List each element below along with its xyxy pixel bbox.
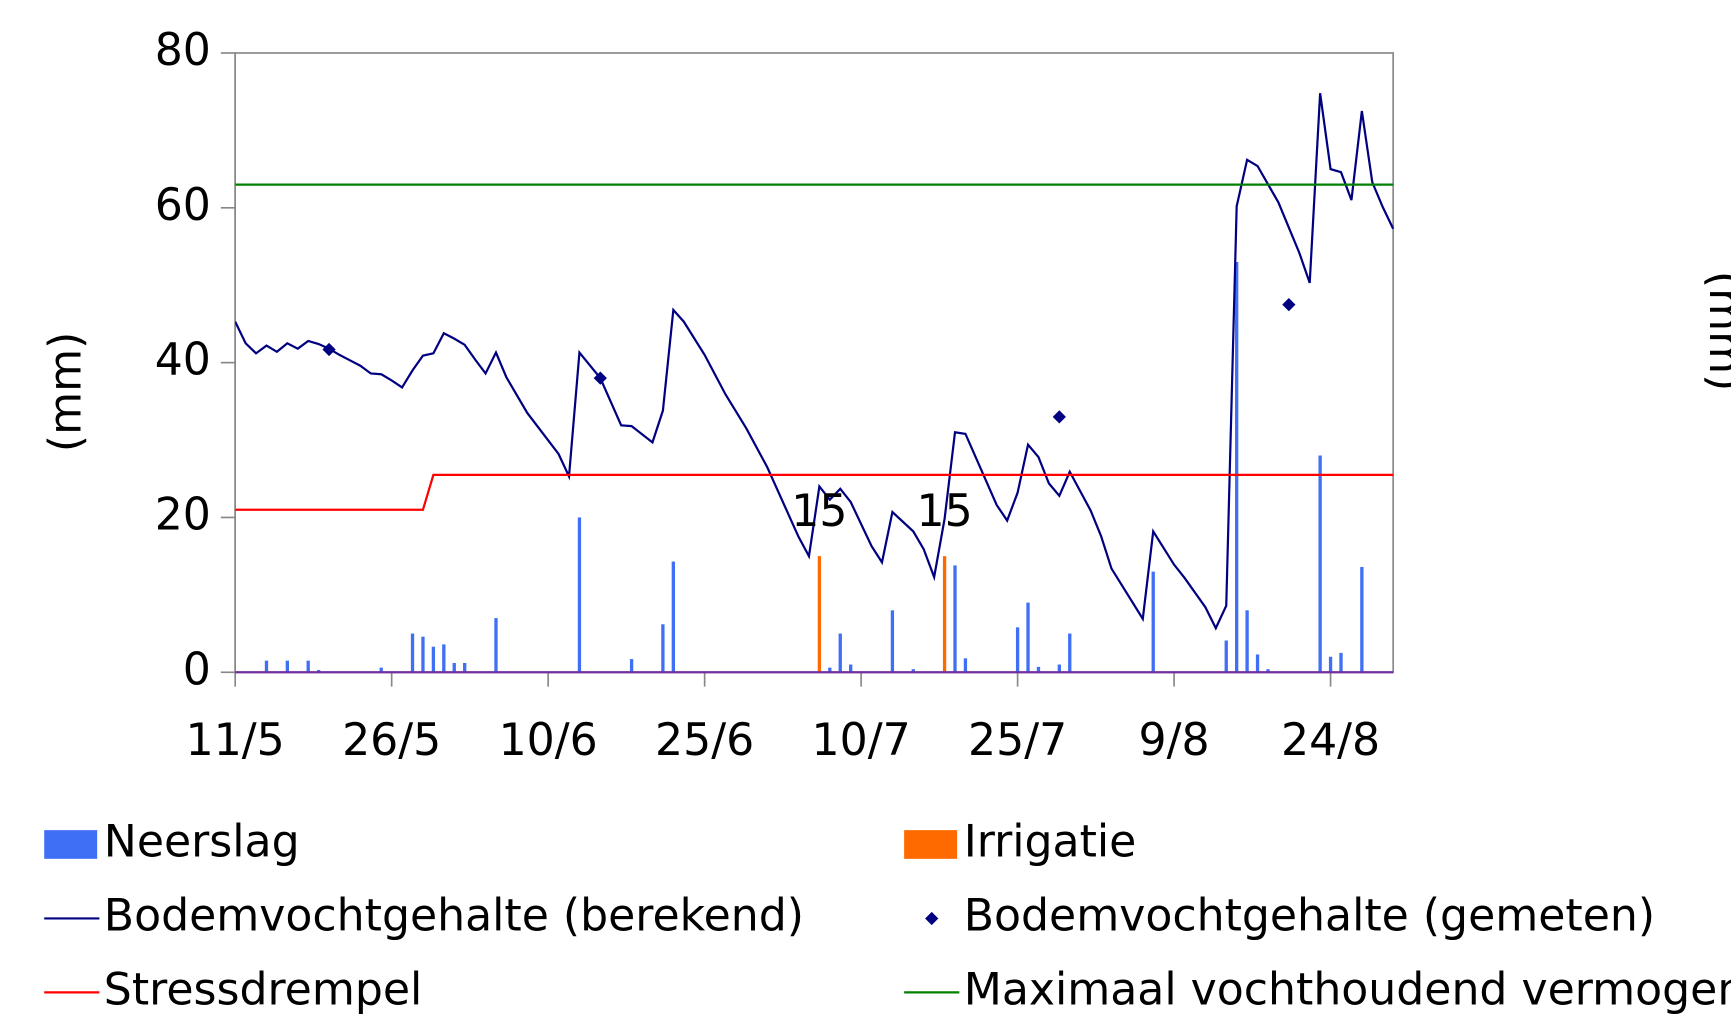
bar — [577, 517, 582, 673]
bar — [379, 667, 383, 673]
y-tick-label: 0 — [183, 644, 211, 695]
bar — [661, 624, 665, 673]
bar — [463, 662, 467, 673]
bar — [442, 644, 446, 673]
bar — [1360, 566, 1364, 673]
marker — [322, 342, 336, 357]
y2-axis-label: (mm) — [1699, 271, 1731, 391]
x-tick-label: 9/8 — [1139, 715, 1210, 766]
bar — [1151, 571, 1155, 673]
bar — [316, 669, 321, 673]
y-axis-label: (mm) — [40, 332, 91, 452]
bar — [421, 636, 425, 673]
bar — [838, 633, 842, 673]
marker — [1052, 410, 1066, 424]
bar — [817, 556, 822, 673]
bar — [953, 565, 957, 673]
bar — [1026, 602, 1030, 673]
legend-label: Stressdrempel — [104, 964, 422, 1015]
legend-label: Irrigatie — [964, 816, 1137, 867]
plot-frame — [234, 52, 1394, 674]
bar — [494, 618, 498, 673]
x-tick-label: 10/7 — [812, 715, 911, 766]
x-tick-label: 10/6 — [499, 715, 598, 766]
x-tick-label: 11/5 — [186, 715, 285, 766]
bar — [1224, 640, 1228, 673]
bar — [849, 664, 853, 673]
bar — [431, 646, 436, 673]
legend-label: Neerslag — [104, 816, 300, 867]
bar — [1339, 652, 1343, 673]
bar — [1015, 627, 1020, 673]
x-tick-label: 25/6 — [655, 715, 754, 766]
bar — [963, 658, 968, 673]
bar — [1266, 669, 1270, 673]
bar — [1318, 455, 1322, 673]
legend-swatch — [925, 911, 939, 926]
bar — [911, 669, 915, 673]
data-label: 15 — [916, 486, 972, 537]
bar — [306, 660, 310, 673]
bar — [671, 561, 675, 673]
bar — [1057, 664, 1061, 673]
data-label: 15 — [791, 486, 847, 537]
marker — [1282, 297, 1296, 312]
legend-label: Maximaal vochthoudend vermogen — [964, 964, 1731, 1015]
bar — [452, 662, 456, 673]
bar — [1036, 666, 1041, 673]
legend-swatch — [904, 830, 958, 859]
bar — [1068, 633, 1072, 673]
y-tick-label: 40 — [155, 335, 211, 386]
bar — [1245, 610, 1249, 673]
y-tick-label: 60 — [155, 180, 211, 231]
bar — [1235, 261, 1239, 673]
bar — [1255, 654, 1260, 673]
line — [235, 93, 1395, 631]
bar — [828, 667, 832, 673]
bar — [410, 633, 415, 673]
y-tick-label: 80 — [155, 25, 211, 76]
bar — [264, 660, 269, 673]
bar — [629, 659, 634, 673]
x-tick-label: 26/5 — [342, 715, 441, 766]
legend-swatch — [44, 830, 98, 859]
bar — [285, 660, 289, 673]
y-tick-label: 20 — [155, 489, 211, 540]
legend-label: Bodemvochtgehalte (berekend) — [104, 890, 804, 941]
plot-area — [235, 93, 1395, 673]
line — [235, 473, 1394, 511]
bar — [890, 610, 895, 673]
bar — [1328, 656, 1333, 673]
bar — [942, 556, 947, 673]
x-tick-label: 25/7 — [968, 715, 1067, 766]
legend-label: Bodemvochtgehalte (gemeten) — [964, 890, 1655, 941]
x-tick-label: 24/8 — [1281, 715, 1380, 766]
